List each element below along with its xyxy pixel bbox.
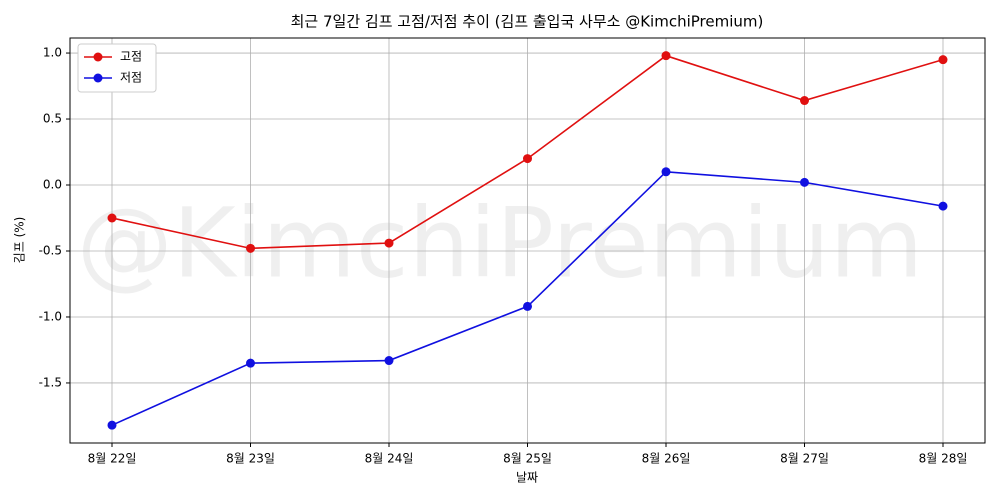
point — [107, 213, 117, 223]
x-tick-label: 8월 28일 — [919, 452, 968, 466]
point — [246, 358, 255, 368]
point — [384, 238, 394, 248]
point — [661, 167, 671, 177]
y-tick-label: -0.5 — [39, 243, 62, 257]
x-tick-label: 8월 23일 — [226, 452, 275, 466]
legend-marker — [93, 52, 103, 62]
y-tick-label: 0.0 — [43, 178, 62, 192]
y-tick-label: 0.5 — [43, 112, 62, 126]
x-tick-label: 8월 25일 — [503, 452, 552, 466]
x-axis-label: 날짜 — [516, 471, 538, 485]
x-tick-label: 8월 27일 — [780, 452, 829, 466]
point — [107, 420, 117, 430]
y-tick-label: 1.0 — [43, 46, 62, 60]
x-tick-label: 8월 24일 — [365, 452, 414, 466]
legend-label: 고점 — [120, 50, 142, 64]
legend-marker — [93, 73, 103, 83]
legend-box — [77, 43, 157, 93]
y-axis-label: 김프 (%) — [13, 217, 27, 264]
legend-label: 저점 — [120, 71, 142, 85]
point — [800, 177, 809, 187]
point — [661, 51, 671, 61]
point — [938, 201, 948, 211]
y-tick-label: -1.0 — [39, 309, 62, 323]
point — [523, 154, 532, 164]
plot-frame — [69, 37, 986, 444]
point — [246, 243, 255, 253]
watermark: @KimchiPremium — [77, 187, 924, 299]
x-tick-label: 8월 22일 — [88, 452, 137, 466]
point — [800, 96, 809, 106]
y-tick-label: -1.5 — [39, 375, 62, 389]
x-tick-label: 8월 26일 — [642, 452, 691, 466]
chart-title: 최근 7일간 김프 고점/저점 추이 (김프 출입국 사무소 @KimchiPr… — [291, 13, 764, 31]
point — [938, 55, 948, 65]
point — [384, 356, 394, 366]
point — [523, 301, 532, 311]
